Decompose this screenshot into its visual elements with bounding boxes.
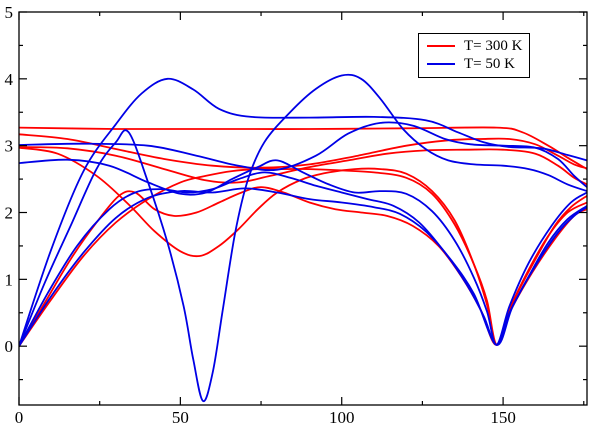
y-tick-label-5: 5 xyxy=(5,3,14,22)
curves-group xyxy=(19,73,587,402)
curve-50K-1 xyxy=(19,73,587,402)
curve-300K-2 xyxy=(19,146,587,186)
tick-labels-group: 0 50 100 150 0 1 2 3 4 5 xyxy=(5,3,516,427)
curve-300K-3 xyxy=(19,146,587,346)
x-tick-label-0: 0 xyxy=(15,408,24,427)
curve-50K-0 xyxy=(19,77,587,348)
ticks-group xyxy=(18,11,587,405)
curve-300K-0 xyxy=(19,126,587,170)
legend-label-300k: T= 300 K xyxy=(464,38,523,54)
legend-entry-300k: T= 300 K xyxy=(427,37,523,55)
series-T=50K xyxy=(19,73,587,402)
plot-border xyxy=(18,11,588,406)
y-tick-label-1: 1 xyxy=(5,270,14,289)
curve-300K-5 xyxy=(19,168,587,348)
legend-swatch-300k-red-line xyxy=(427,45,455,47)
curve-50K-2 xyxy=(19,121,587,188)
curve-300K-4 xyxy=(19,186,587,348)
y-tick-label-0: 0 xyxy=(5,337,14,356)
y-tick-label-3: 3 xyxy=(5,137,14,156)
x-tick-label-150: 150 xyxy=(490,408,516,427)
series-T=300K xyxy=(19,126,587,348)
curve-50K-5 xyxy=(19,187,587,348)
y-tick-label-4: 4 xyxy=(5,70,14,89)
legend-label-50k: T= 50 K xyxy=(464,56,515,72)
x-tick-label-100: 100 xyxy=(329,408,355,427)
y-tick-label-2: 2 xyxy=(5,204,14,223)
curve-50K-3 xyxy=(19,158,587,346)
legend-entry-50k: T= 50 K xyxy=(427,55,523,73)
legend-swatch-50k-blue-line xyxy=(427,63,455,65)
x-tick-label-50: 50 xyxy=(172,408,189,427)
legend-box: T= 300 K T= 50 K xyxy=(418,33,530,78)
